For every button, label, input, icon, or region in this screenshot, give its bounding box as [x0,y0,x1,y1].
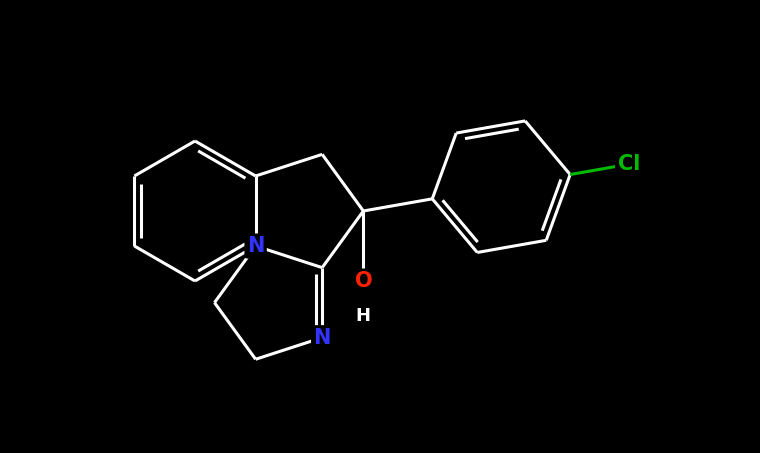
Text: N: N [247,236,264,256]
Text: Cl: Cl [618,154,640,174]
Text: H: H [356,307,371,325]
Text: O: O [354,271,372,291]
Text: N: N [314,328,331,347]
